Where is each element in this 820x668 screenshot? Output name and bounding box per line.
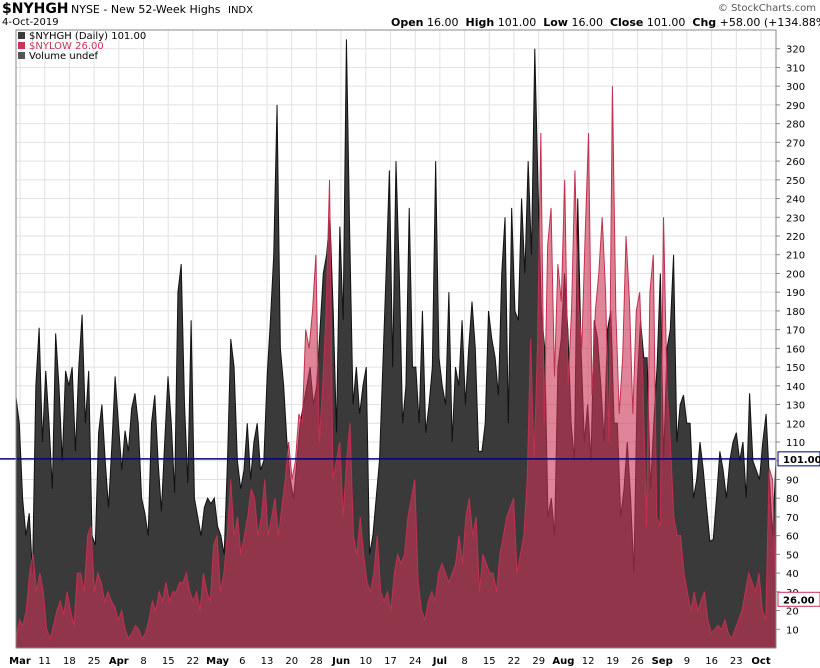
- x-tick-label: 13: [261, 656, 274, 667]
- last-high-label: 101.00: [783, 455, 820, 466]
- chg-label: Chg: [692, 16, 717, 29]
- y-tick-label: 310: [786, 63, 805, 74]
- nylow-area: [16, 86, 776, 649]
- y-tick-label: 60: [786, 532, 799, 543]
- exchange-description: NYSE - New 52-Week Highs INDX: [71, 3, 253, 16]
- ohlc-readout: Open 16.00 High 101.00 Low 16.00 Close 1…: [391, 16, 820, 29]
- y-tick-label: 20: [786, 607, 799, 618]
- y-tick-label: 10: [786, 625, 799, 636]
- y-tick-label: 50: [786, 550, 799, 561]
- y-tick-label: 290: [786, 101, 805, 112]
- y-tick-label: 170: [786, 326, 805, 337]
- x-tick-label: 18: [63, 656, 76, 667]
- y-tick-label: 280: [786, 120, 805, 131]
- last-low-label-box: [777, 591, 820, 607]
- open-value: 16.00: [427, 16, 459, 29]
- x-tick-label: 25: [88, 656, 101, 667]
- y-tick-label: 260: [786, 157, 805, 168]
- last-high-label-box: [777, 451, 820, 467]
- x-tick-label: 26: [631, 656, 644, 667]
- y-tick-label: 110: [786, 438, 805, 449]
- x-tick-label: 11: [38, 656, 51, 667]
- x-tick-label: 6: [239, 656, 245, 667]
- x-tick-label: Oct: [751, 656, 770, 667]
- y-tick-label: 220: [786, 232, 805, 243]
- legend-swatch: [18, 32, 25, 39]
- x-tick-label: 22: [508, 656, 521, 667]
- x-tick-label: 15: [483, 656, 496, 667]
- y-tick-label: 150: [786, 363, 805, 374]
- x-tick-label: 12: [582, 656, 595, 667]
- close-value: 101.00: [646, 16, 686, 29]
- x-tick-label: Apr: [109, 656, 129, 667]
- instrument-type: INDX: [228, 5, 253, 16]
- x-tick-label: Sep: [652, 656, 673, 667]
- chg-value: +58.00 (+134.88%): [719, 16, 820, 29]
- y-tick-label: 200: [786, 269, 805, 280]
- x-tick-label: Jun: [331, 656, 350, 667]
- legend-entry: $NYHGH (Daily) 101.00: [29, 31, 146, 42]
- y-tick-label: 230: [786, 213, 805, 224]
- x-tick-label: 22: [187, 656, 200, 667]
- y-tick-label: 250: [786, 176, 805, 187]
- low-value: 16.00: [571, 16, 603, 29]
- x-tick-label: May: [206, 656, 229, 667]
- x-tick-label: 28: [310, 656, 323, 667]
- y-tick-label: 270: [786, 138, 805, 149]
- y-tick-label: 90: [786, 475, 799, 486]
- y-tick-label: 180: [786, 307, 805, 318]
- low-label: Low: [543, 16, 568, 29]
- exchange-name: NYSE - New 52-Week Highs: [71, 3, 221, 16]
- watermark: © StockCharts.com: [717, 3, 816, 14]
- x-tick-label: 23: [730, 656, 743, 667]
- x-tick-label: 8: [140, 656, 146, 667]
- symbol: $NYHGH: [2, 1, 69, 17]
- last-low-label: 26.00: [783, 595, 815, 606]
- y-tick-label: 70: [786, 513, 799, 524]
- x-tick-label: 19: [606, 656, 619, 667]
- nylow-line: [15, 86, 777, 641]
- legend-swatch: [18, 42, 25, 49]
- x-tick-label: 29: [532, 656, 545, 667]
- close-label: Close: [609, 16, 644, 29]
- x-tick-label: 9: [684, 656, 690, 667]
- y-tick-label: 130: [786, 401, 805, 412]
- chart-date: 4-Oct-2019: [2, 17, 59, 28]
- legend-swatch: [18, 52, 25, 59]
- y-tick-label: 120: [786, 419, 805, 430]
- x-tick-label: 15: [162, 656, 175, 667]
- y-tick-label: 40: [786, 569, 799, 580]
- y-tick-label: 210: [786, 251, 805, 262]
- legend-entry: $NYLOW 26.00: [29, 41, 104, 52]
- y-tick-label: 160: [786, 344, 805, 355]
- x-tick-label: Aug: [552, 656, 574, 667]
- x-tick-label: Mar: [9, 656, 31, 667]
- y-tick-label: 320: [786, 45, 805, 56]
- x-tick-label: 16: [705, 656, 718, 667]
- y-tick-label: 190: [786, 288, 805, 299]
- x-tick-label: 20: [285, 656, 298, 667]
- y-tick-label: 240: [786, 195, 805, 206]
- plot-frame: [15, 29, 777, 649]
- x-tick-label: 24: [409, 656, 422, 667]
- high-label: High: [465, 16, 495, 29]
- x-tick-label: 8: [461, 656, 467, 667]
- high-value: 101.00: [497, 16, 537, 29]
- y-tick-label: 300: [786, 82, 805, 93]
- legend-entry: Volume undef: [29, 51, 99, 62]
- x-tick-label: Jul: [432, 656, 447, 667]
- open-label: Open: [391, 16, 424, 29]
- y-tick-label: 140: [786, 382, 805, 393]
- x-tick-label: 17: [384, 656, 397, 667]
- x-tick-label: 10: [359, 656, 372, 667]
- y-tick-label: 80: [786, 494, 799, 505]
